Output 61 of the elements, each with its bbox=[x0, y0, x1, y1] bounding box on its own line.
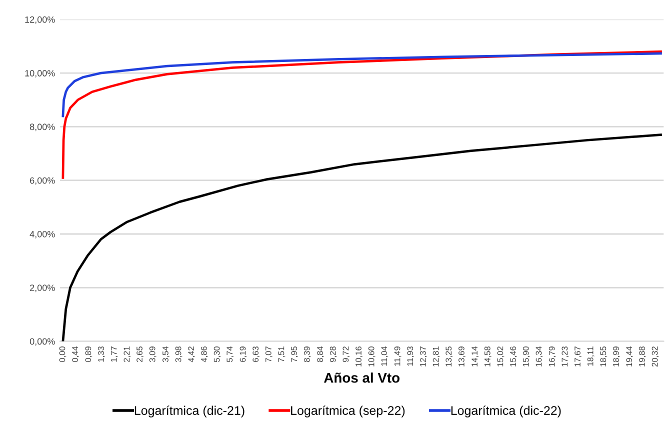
x-tick-label: 2,21 bbox=[124, 346, 131, 362]
x-tick-label: 13,25 bbox=[446, 346, 453, 366]
x-tick-label: 6,63 bbox=[252, 346, 260, 362]
line-series bbox=[62, 52, 662, 118]
x-tick-label: 20,32 bbox=[652, 346, 659, 367]
y-tick-label: 8,00% bbox=[30, 124, 55, 132]
x-tick-label: 3,54 bbox=[162, 346, 170, 362]
x-tick-label: 8,39 bbox=[304, 346, 311, 362]
x-tick-label: 7,07 bbox=[265, 346, 272, 362]
x-tick-label: 1,33 bbox=[98, 346, 105, 362]
y-tick-label: 2,00% bbox=[30, 284, 55, 292]
legend-label: Logarítmica (sep-22) bbox=[291, 406, 405, 418]
x-tick-label: 13,69 bbox=[458, 346, 466, 366]
x-tick-label: 18,55 bbox=[600, 346, 608, 366]
x-tick-label: 18,99 bbox=[613, 346, 620, 366]
x-tick-label: 19,44 bbox=[626, 346, 634, 366]
x-tick-label: 14,14 bbox=[472, 346, 479, 366]
x-tick-label: 17,67 bbox=[574, 346, 582, 366]
y-tick-label: 12,00% bbox=[25, 16, 55, 24]
x-tick-label: 9,72 bbox=[342, 346, 350, 362]
x-tick-label: 12,81 bbox=[432, 346, 440, 366]
x-tick-label: 5,30 bbox=[214, 346, 221, 362]
x-tick-label: 7,95 bbox=[291, 346, 298, 362]
x-tick-label: 15,02 bbox=[497, 346, 504, 366]
x-tick-label: 17,23 bbox=[562, 346, 569, 366]
y-tick-label: 6,00% bbox=[30, 177, 55, 185]
line-series bbox=[62, 134, 662, 342]
x-tick-label: 16,34 bbox=[536, 346, 543, 366]
x-axis-title: Años al Vto bbox=[324, 372, 400, 383]
x-tick-label: 11,04 bbox=[381, 346, 388, 366]
x-tick-label: 12,37 bbox=[420, 346, 427, 366]
x-tick-label: 4,42 bbox=[188, 346, 196, 362]
x-tick-label: 2,65 bbox=[136, 346, 144, 362]
x-tick-label: 10,16 bbox=[356, 346, 362, 366]
legend-label: Logarítmica (dic-22) bbox=[451, 406, 561, 418]
x-tick-label: 11,49 bbox=[394, 346, 402, 366]
x-tick-label: 3,98 bbox=[175, 346, 182, 362]
y-tick-label: 10,00% bbox=[25, 70, 55, 78]
x-tick-label: 0,44 bbox=[72, 346, 79, 362]
x-tick-label: 11,93 bbox=[407, 346, 414, 366]
x-tick-label: 4,86 bbox=[201, 346, 208, 362]
line-series bbox=[62, 50, 662, 179]
x-tick-label: 16,79 bbox=[548, 346, 556, 366]
x-tick-label: 9,28 bbox=[330, 346, 337, 362]
x-tick-label: 5,74 bbox=[226, 346, 234, 362]
x-tick-label: 0,00 bbox=[59, 346, 66, 362]
x-tick-label: 15,46 bbox=[510, 346, 517, 366]
x-tick-label: 6,19 bbox=[240, 346, 247, 362]
x-tick-label: 1,77 bbox=[110, 346, 118, 362]
y-tick-label: 4,00% bbox=[30, 230, 55, 238]
x-tick-label: 8,84 bbox=[317, 346, 324, 362]
legend-label: Logarítmica (dic-21) bbox=[134, 406, 244, 418]
y-tick-label: 0,00% bbox=[30, 338, 55, 346]
x-tick-label: 18,11 bbox=[587, 346, 594, 366]
x-tick-label: 3,09 bbox=[149, 346, 156, 362]
x-tick-label: 15,90 bbox=[522, 346, 530, 366]
x-tick-label: 19,88 bbox=[639, 346, 646, 366]
x-tick-label: 10,60 bbox=[368, 346, 376, 366]
x-tick-label: 0,89 bbox=[85, 346, 92, 362]
x-tick-label: 14,58 bbox=[484, 346, 492, 366]
x-tick-label: 7,51 bbox=[278, 346, 286, 362]
